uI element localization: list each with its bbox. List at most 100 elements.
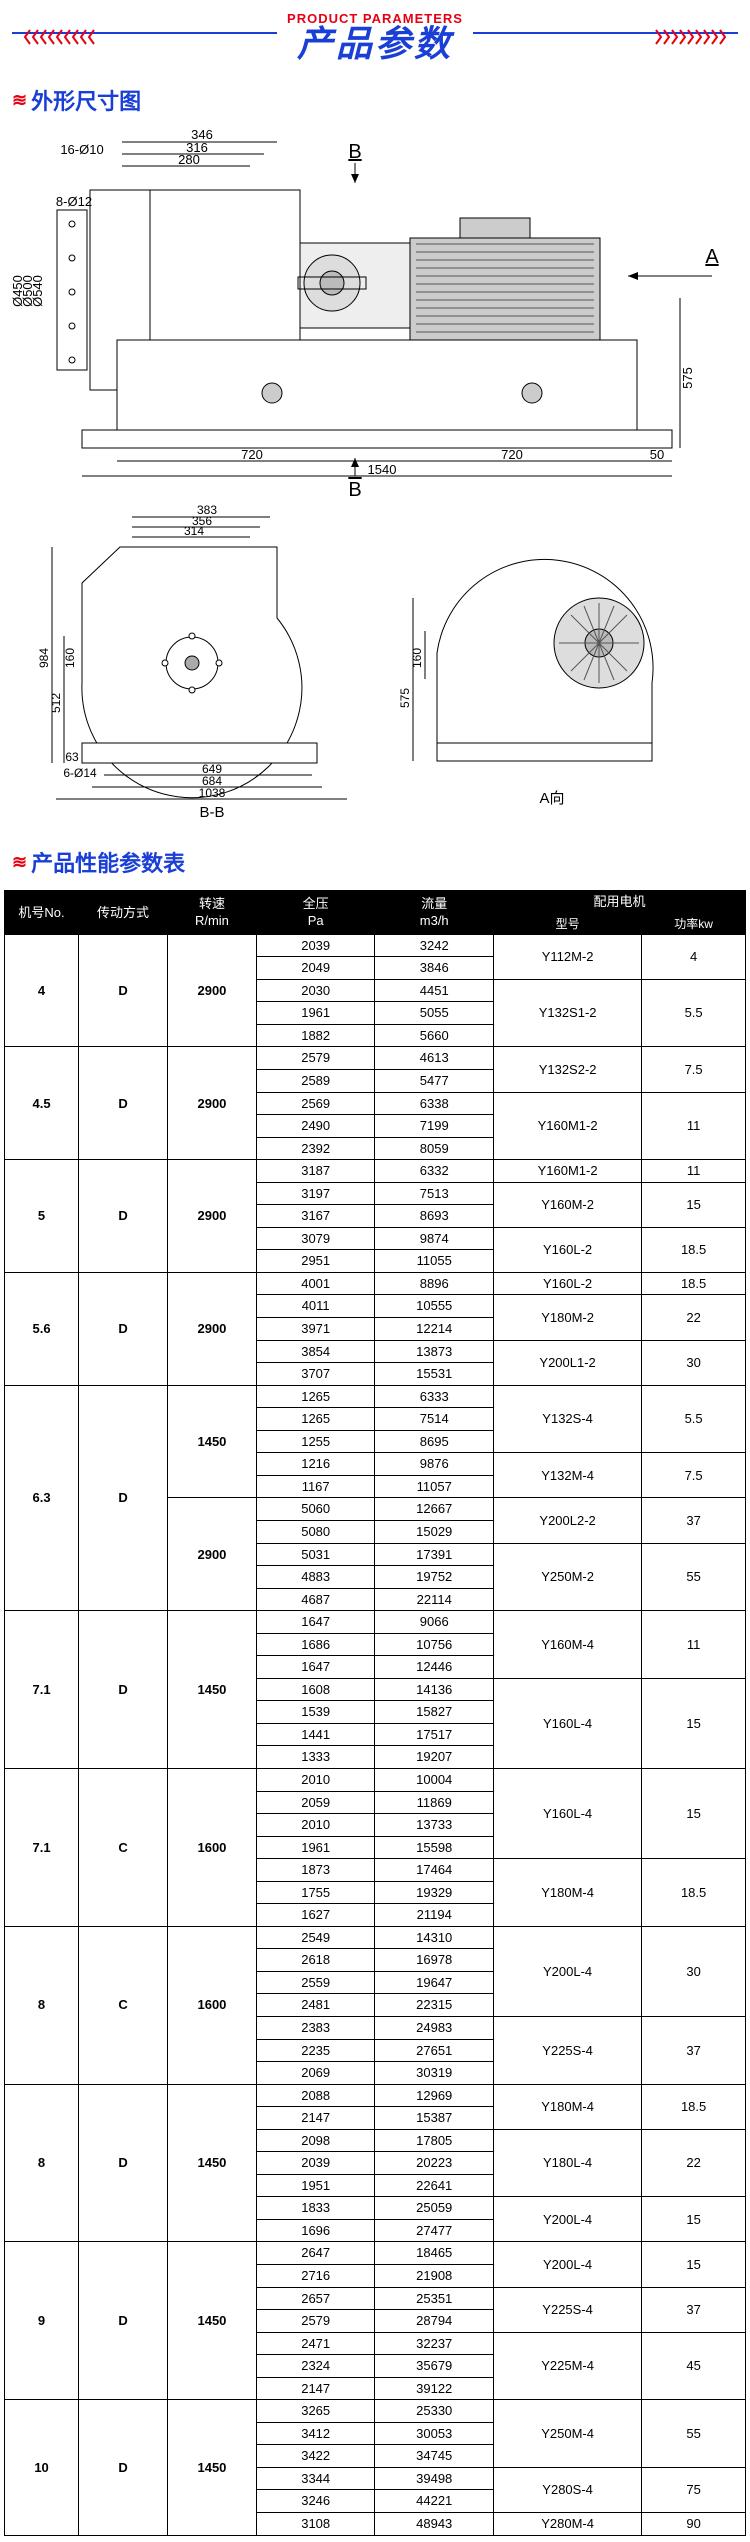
cell-pa: 2324 [256,2355,375,2378]
cell-flow: 17805 [375,2129,494,2152]
cell-kw: 18.5 [642,1859,746,1927]
table-row: 5.6D290040018896Y160L-218.5 [5,1272,746,1295]
cell-flow: 7199 [375,1115,494,1138]
svg-text:575: 575 [680,367,695,389]
cell-kw: 30 [642,1340,746,1385]
cell-flow: 8896 [375,1272,494,1295]
cell-drive: D [79,1272,168,1385]
cell-rpm: 2900 [168,1160,257,1273]
cell-flow: 27477 [375,2219,494,2242]
cell-rpm: 1600 [168,1768,257,1926]
cell-pa: 2490 [256,1115,375,1138]
cell-rpm: 2900 [168,1272,257,1385]
cell-pa: 2049 [256,957,375,980]
cell-kw: 30 [642,1926,746,2016]
cell-flow: 28794 [375,2310,494,2333]
th-kw: 功率kw [642,913,746,934]
cell-model: Y132M-4 [494,1453,642,1498]
th-model: 型号 [494,913,642,934]
cell-drive: C [79,1768,168,1926]
svg-text:720: 720 [501,447,523,462]
svg-text:720: 720 [241,447,263,462]
cell-model: Y160L-4 [494,1768,642,1858]
cell-kw: 37 [642,1498,746,1543]
cell-pa: 1873 [256,1859,375,1882]
cell-model: Y160M-4 [494,1611,642,1679]
cell-pa: 2383 [256,2016,375,2039]
cell-pa: 2559 [256,1971,375,1994]
chevron-right-icon [648,28,726,46]
chevron-left-icon [24,28,102,46]
svg-text:314: 314 [184,524,204,538]
cell-pa: 2716 [256,2265,375,2288]
cell-no: 8 [5,1926,79,2084]
section-title-perf: ≋ 产品性能参数表 [12,846,738,878]
performance-table: 机号No. 传动方式 转速R/min 全压Pa 流量m3/h 配用电机 型号 功… [4,890,746,2536]
banner-title-wrap: PRODUCT PARAMETERS 产品参数 [277,11,473,62]
cell-flow: 19207 [375,1746,494,1769]
cell-flow: 5055 [375,1002,494,1025]
cell-flow: 8695 [375,1430,494,1453]
cell-flow: 7514 [375,1408,494,1431]
cell-flow: 5477 [375,1070,494,1093]
cell-flow: 6333 [375,1385,494,1408]
cell-flow: 22114 [375,1588,494,1611]
cell-no: 10 [5,2400,79,2535]
cell-pa: 2039 [256,2152,375,2175]
cell-flow: 24983 [375,2016,494,2039]
cell-model: Y225S-4 [494,2287,642,2332]
performance-table-wrap: 机号No. 传动方式 转速R/min 全压Pa 流量m3/h 配用电机 型号 功… [4,890,746,2536]
svg-text:6-Ø14: 6-Ø14 [63,766,97,780]
cell-pa: 2657 [256,2287,375,2310]
table-row: 10D1450326525330Y250M-455 [5,2400,746,2423]
cell-flow: 35679 [375,2355,494,2378]
cell-pa: 1265 [256,1385,375,1408]
cell-flow: 17517 [375,1723,494,1746]
th-rpm: 转速R/min [168,891,257,935]
cell-flow: 21908 [375,2265,494,2288]
cell-flow: 15531 [375,1363,494,1386]
cell-rpm: 1450 [168,2400,257,2535]
cell-flow: 17464 [375,1859,494,1882]
cell-pa: 1216 [256,1453,375,1476]
cell-flow: 12667 [375,1498,494,1521]
cell-pa: 3422 [256,2445,375,2468]
cell-no: 9 [5,2242,79,2400]
cell-pa: 3108 [256,2513,375,2536]
cell-kw: 90 [642,2513,746,2536]
cell-flow: 22315 [375,1994,494,2017]
cell-flow: 11055 [375,1250,494,1273]
cell-no: 4 [5,934,79,1047]
cell-kw: 15 [642,2197,746,2242]
cell-kw: 11 [642,1611,746,1679]
cell-kw: 55 [642,2400,746,2468]
cell-flow: 5660 [375,1024,494,1047]
cell-pa: 3187 [256,1160,375,1183]
cell-no: 5 [5,1160,79,1273]
th-drive: 传动方式 [79,891,168,935]
cell-pa: 3854 [256,1340,375,1363]
cell-model: Y160L-2 [494,1227,642,1272]
section2-label: 产品性能参数表 [31,846,185,878]
cell-flow: 19647 [375,1971,494,1994]
cell-model: Y160L-2 [494,1272,642,1295]
cell-flow: 3242 [375,934,494,957]
table-row: 8D1450208812969Y180M-418.5 [5,2084,746,2107]
cell-kw: 18.5 [642,1227,746,1272]
cell-pa: 2039 [256,934,375,957]
svg-text:A向: A向 [539,790,564,807]
cell-pa: 1647 [256,1656,375,1679]
table-row: 7.1C1600201010004Y160L-415 [5,1768,746,1791]
cell-model: Y132S2-2 [494,1047,642,1092]
cell-kw: 37 [642,2016,746,2084]
cell-drive: D [79,2242,168,2400]
cell-pa: 3265 [256,2400,375,2423]
cell-flow: 22641 [375,2174,494,2197]
cell-drive: D [79,2400,168,2535]
svg-text:1038: 1038 [199,786,226,800]
cell-kw: 18.5 [642,2084,746,2129]
cell-flow: 27651 [375,2039,494,2062]
cell-pa: 1755 [256,1881,375,1904]
cell-kw: 7.5 [642,1047,746,1092]
cell-flow: 15387 [375,2107,494,2130]
